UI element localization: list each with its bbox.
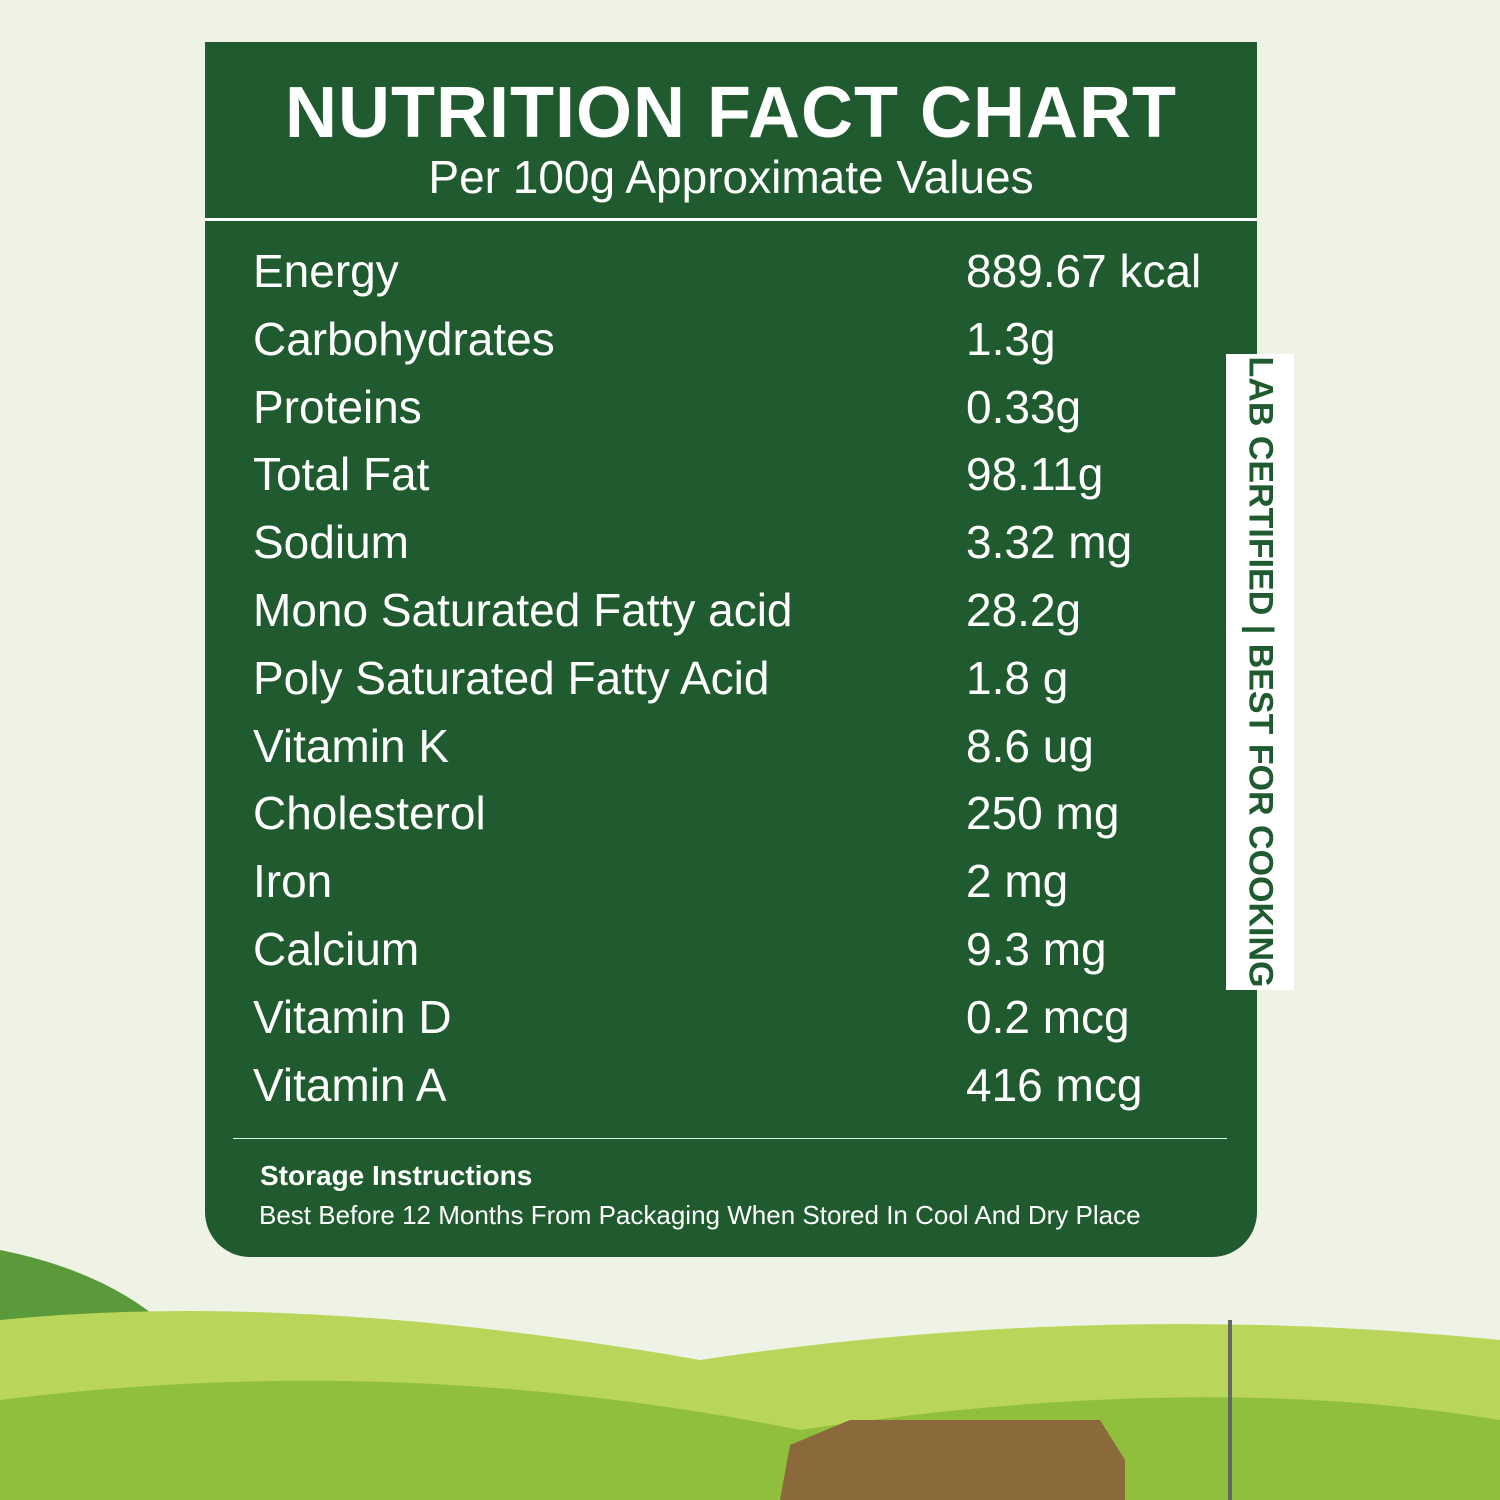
subtitle: Per 100g Approximate Values [428,151,1034,203]
nutrient-value: 2 mg [966,855,1069,908]
nutrient-value: 98.11g [966,448,1104,501]
nutrient-value: 9.3 mg [966,923,1107,975]
nutrient-name: Total Fat [253,448,430,501]
nutrient-row: Vitamin D 0.2 mcg [253,990,1130,1050]
storage-text: Best Before 12 Months From Packaging Whe… [259,1200,1141,1230]
nutrient-name: Vitamin K [253,719,450,772]
nutrient-row: Total Fat 98.11g [253,447,1103,507]
nutrient-value: 28.2g [966,584,1082,636]
nutrient-name: Energy [253,245,399,297]
nutrient-row: Sodium 3.32 mg [253,515,1132,575]
nutrient-row: Vitamin A 416 mcg [253,1058,1142,1118]
nutrient-value: 3.32 mg [966,516,1133,569]
nutrient-row: Calcium 9.3 mg [253,922,1107,982]
divider [233,1138,1227,1139]
nutrient-row: Proteins 0.33g [253,380,1081,440]
nutrient-row: Carbohydrates 1.3g [253,312,1056,372]
nutrient-value: 0.2 mcg [966,990,1130,1043]
nutrient-name: Carbohydrates [253,312,555,365]
nutrient-row: Iron 2 mg [253,854,1068,914]
nutrient-value: 1.8 g [966,651,1069,704]
badge-text: LAB CERTIFIED | BEST FOR COOKING [1241,356,1280,988]
nutrient-value: 250 mg [966,787,1120,840]
nutrient-value: 889.67 kcal [966,245,1202,297]
nutrient-row: Poly Saturated Fatty Acid 1.8 g [253,651,1068,711]
nutrient-name: Calcium [253,923,420,975]
nutrient-name: Sodium [253,516,409,569]
nutrient-row: Vitamin K 8.6 ug [253,719,1094,779]
nutrient-name: Poly Saturated Fatty Acid [253,651,770,704]
storage-heading: Storage Instructions [260,1160,533,1191]
divider [205,218,1257,221]
nutrient-name: Proteins [253,380,422,433]
nutrient-name: Cholesterol [253,787,486,840]
title: NUTRITION FACT CHART [285,73,1177,153]
nutrient-name: Vitamin D [253,990,452,1043]
badge: LAB CERTIFIED | BEST FOR COOKING [1226,354,1294,990]
nutrient-value: 416 mcg [966,1058,1143,1111]
nutrient-name: Mono Saturated Fatty acid [253,584,793,636]
nutrient-row: Cholesterol 250 mg [253,786,1119,846]
nutrient-value: 1.3g [966,312,1056,365]
nutrient-name: Iron [253,855,333,908]
nutrient-value: 0.33g [966,380,1082,433]
nutrient-value: 8.6 ug [966,719,1094,772]
nutrient-row: Mono Saturated Fatty acid 28.2g [253,583,1081,643]
nutrient-row: Energy 889.67 kcal [253,244,1201,304]
nutrient-name: Vitamin A [253,1058,447,1111]
nutrition-card: NUTRITION FACT CHART Per 100g Approximat… [205,42,1257,1257]
